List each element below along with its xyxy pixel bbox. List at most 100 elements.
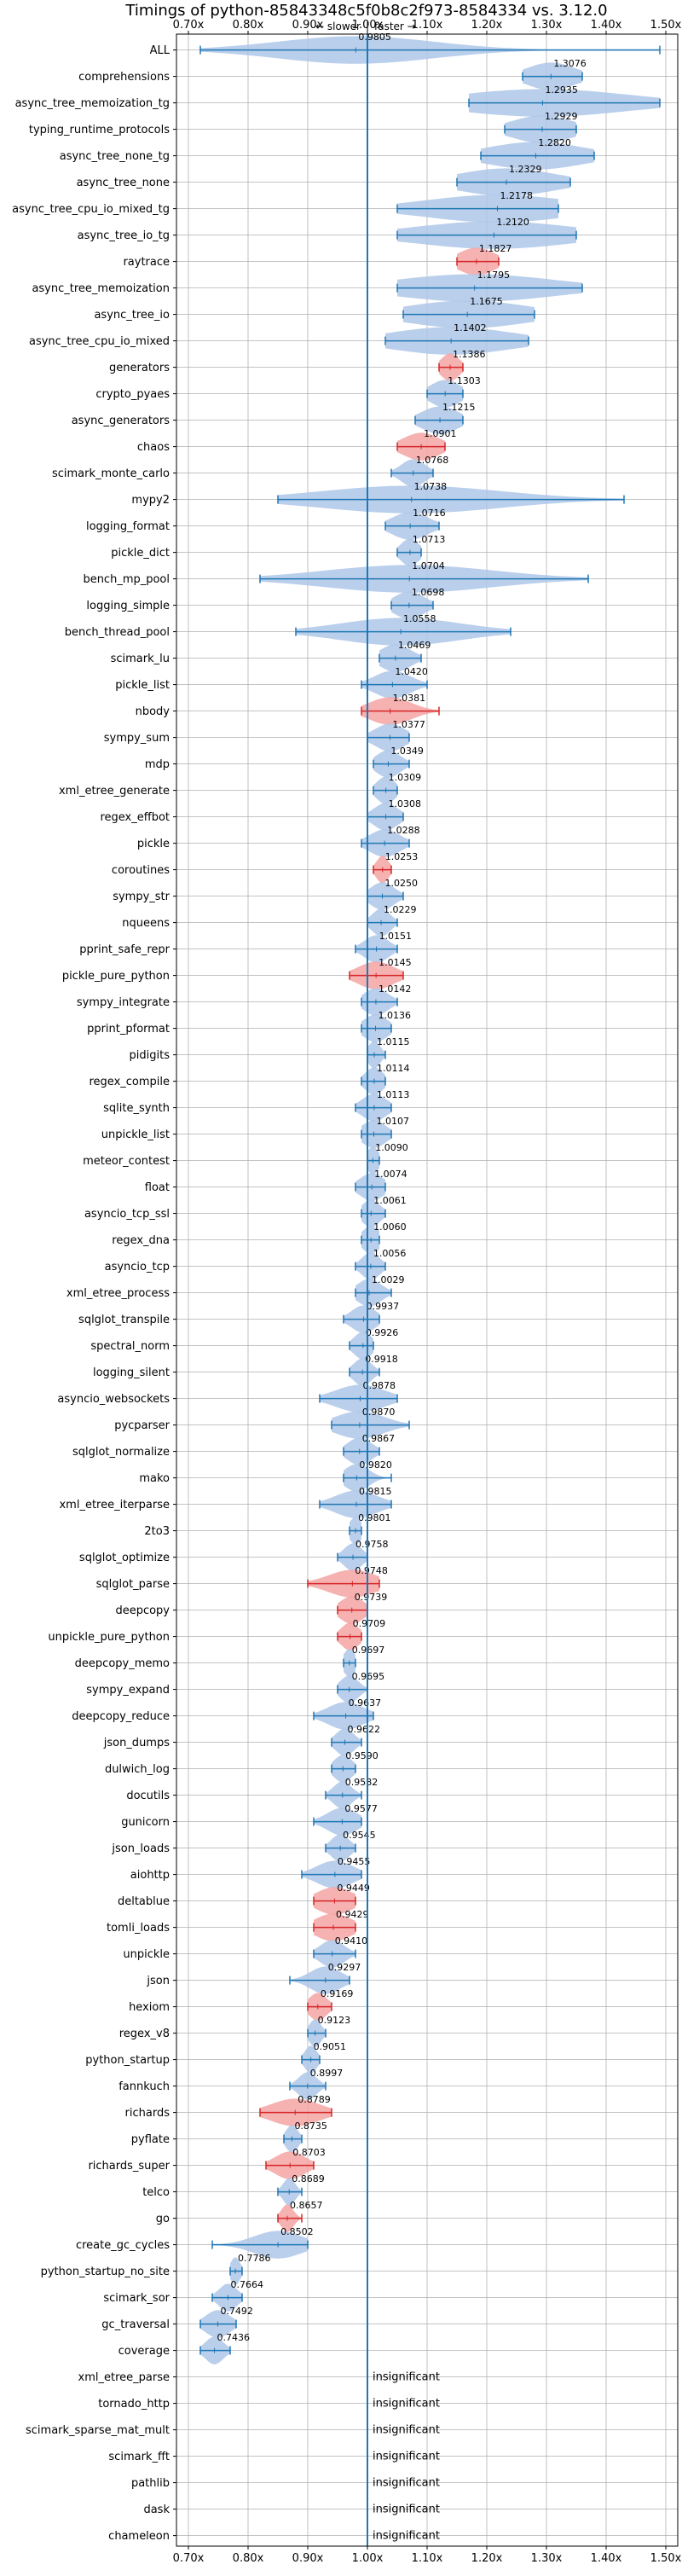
value-label-pprint_safe_repr: 1.0151 (379, 931, 413, 942)
benchmark-row-xml_etree_parse: xml_etree_parse insignificant (78, 2371, 440, 2385)
benchmark-row-asyncio_websockets: asyncio_websockets 0.9878 (57, 1380, 398, 1413)
value-label-raytrace: 1.1827 (479, 243, 512, 254)
ytick-label-scimark_sor: scimark_sor (103, 2292, 170, 2305)
value-label-pickle_list: 1.0420 (395, 666, 428, 677)
value-label-python_startup: 0.9051 (314, 2041, 347, 2052)
ytick-label-json_dumps: json_dumps (103, 1737, 170, 1749)
ytick-label-pickle_pure_python: pickle_pure_python (62, 970, 170, 983)
ytick-label-sqlglot_normalize: sqlglot_normalize (72, 1446, 170, 1459)
value-label-async_tree_none: 1.2329 (509, 164, 542, 175)
bottom-tick-label-3: 1.00x (352, 2552, 384, 2565)
benchmark-row-pickle: pickle 1.0288 (137, 825, 420, 857)
value-label-async_tree_none_tg: 1.2820 (538, 137, 571, 148)
benchmark-row-create_gc_cycles: create_gc_cycles 0.8502 (76, 2226, 314, 2259)
top-tick-label-2: 0.90x (292, 19, 324, 32)
benchmark-row-deepcopy: deepcopy 0.9739 (115, 1592, 387, 1624)
top-tick-label-8: 1.50x (650, 19, 682, 32)
top-tick-label-5: 1.20x (471, 19, 503, 32)
ytick-label-deepcopy_memo: deepcopy_memo (75, 1657, 170, 1670)
ytick-label-dulwich_log: dulwich_log (105, 1763, 170, 1776)
benchmark-rows: ALL 0.9805 comprehensions 1.3076 async_tree_… (12, 32, 661, 2546)
benchmark-row-pyflate: pyflate 0.8735 (131, 2121, 327, 2153)
benchmark-row-typing_runtime_protocols: typing_runtime_protocols 1.2929 (29, 111, 578, 143)
insignificant-label-scimark_sparse_mat_mult: insignificant (373, 2424, 440, 2437)
ytick-label-asyncio_tcp: asyncio_tcp (105, 1261, 170, 1273)
value-label-async_tree_memoization: 1.1795 (477, 270, 511, 281)
value-label-xml_etree_generate: 1.0309 (389, 772, 422, 783)
faster-label: faster → (374, 20, 416, 32)
value-label-tomli_loads: 0.9429 (336, 1909, 369, 1920)
benchmark-row-async_tree_cpu_io_mixed: async_tree_cpu_io_mixed 1.1402 (29, 322, 529, 355)
ytick-label-richards: richards (125, 2107, 170, 2120)
benchmark-row-docutils: docutils 0.9582 (126, 1777, 378, 1809)
value-label-deepcopy_reduce: 0.9637 (349, 1697, 382, 1709)
value-label-async_generators: 1.1215 (442, 402, 476, 413)
value-label-dulwich_log: 0.9590 (345, 1750, 379, 1761)
value-label-gc_traversal: 0.7492 (220, 2306, 253, 2317)
benchmark-row-async_tree_memoization: async_tree_memoization 1.1795 (32, 270, 583, 302)
ytick-label-sqlite_synth: sqlite_synth (103, 1102, 170, 1115)
value-label-richards_super: 0.8703 (292, 2147, 326, 2158)
x-axis-bottom: 0.70x 0.80x 0.90x 1.00x 1.10x 1.20x 1.30x 1.40x… (173, 2546, 682, 2565)
value-label-async_tree_io_tg: 1.2120 (496, 217, 529, 228)
benchmark-row-deepcopy_reduce: deepcopy_reduce 0.9637 (72, 1697, 381, 1730)
ytick-label-xml_etree_process: xml_etree_process (66, 1287, 170, 1300)
ytick-label-sympy_str: sympy_str (113, 891, 170, 903)
benchmark-row-chaos: chaos 1.0901 (137, 428, 457, 461)
value-label-bench_thread_pool: 1.0558 (403, 613, 436, 624)
ytick-label-pickle_list: pickle_list (115, 679, 170, 692)
benchmark-row-raytrace: raytrace 1.1827 (123, 243, 512, 276)
benchmark-row-pickle_list: pickle_list 1.0420 (115, 666, 428, 699)
ytick-label-deltablue: deltablue (118, 1895, 170, 1908)
ytick-label-sympy_sum: sympy_sum (104, 732, 170, 745)
ytick-label-asyncio_tcp_ssl: asyncio_tcp_ssl (84, 1208, 170, 1221)
value-label-unpickle_pure_python: 0.9709 (353, 1618, 386, 1629)
value-label-json: 0.9297 (328, 1962, 361, 1973)
ytick-label-bench_mp_pool: bench_mp_pool (83, 573, 170, 586)
benchmark-row-async_generators: async_generators 1.1215 (72, 402, 476, 434)
benchmark-row-unpickle: unpickle 0.9410 (123, 1935, 367, 1968)
benchmark-row-logging_format: logging_format 1.0716 (86, 508, 446, 540)
value-label-docutils: 0.9582 (345, 1777, 379, 1788)
benchmark-row-crypto_pyaes: crypto_pyaes 1.1303 (95, 375, 481, 408)
ytick-label-scimark_fft: scimark_fft (108, 2451, 170, 2463)
ytick-label-crypto_pyaes: crypto_pyaes (95, 388, 170, 401)
value-label-pidigits: 1.0115 (377, 1036, 410, 1047)
benchmark-row-regex_v8: regex_v8 0.9123 (119, 2015, 350, 2047)
ytick-label-go: go (156, 2213, 170, 2225)
value-label-sympy_str: 1.0250 (385, 878, 419, 889)
ytick-label-scimark_monte_carlo: scimark_monte_carlo (52, 467, 170, 480)
ytick-label-sympy_expand: sympy_expand (86, 1684, 170, 1697)
direction-separator: | (366, 20, 369, 32)
value-label-pickle: 1.0288 (387, 825, 420, 836)
value-label-logging_silent: 0.9918 (365, 1354, 398, 1365)
ytick-label-regex_effbot: regex_effbot (100, 811, 170, 824)
benchmark-row-scimark_sor: scimark_sor 0.7664 (103, 2279, 263, 2312)
bottom-tick-label-5: 1.20x (471, 2552, 503, 2565)
benchmark-row-fannkuch: fannkuch 0.8997 (118, 2068, 343, 2100)
ytick-label-async_tree_io_tg: async_tree_io_tg (78, 229, 170, 242)
value-label-scimark_monte_carlo: 1.0768 (416, 455, 449, 466)
benchmark-row-pprint_pformat: pprint_pformat 1.0136 (87, 1010, 411, 1042)
benchmark-row-async_tree_none_tg: async_tree_none_tg 1.2820 (60, 137, 595, 170)
ytick-label-comprehensions: comprehensions (78, 71, 170, 84)
value-label-unpickle: 0.9410 (335, 1935, 368, 1947)
benchmark-row-sqlite_synth: sqlite_synth 1.0113 (103, 1089, 409, 1122)
benchmark-row-pycparser: pycparser 0.9870 (114, 1407, 410, 1439)
bottom-tick-label-0: 0.70x (173, 2552, 205, 2565)
ytick-label-telco: telco (142, 2186, 170, 2199)
insignificant-label-xml_etree_parse: insignificant (373, 2371, 440, 2384)
benchmark-row-python_startup: python_startup 0.9051 (85, 2041, 346, 2074)
ytick-label-async_tree_cpu_io_mixed: async_tree_cpu_io_mixed (29, 335, 170, 348)
value-label-xml_etree_process: 1.0029 (372, 1274, 405, 1285)
benchmark-row-go: go 0.8657 (156, 2200, 322, 2232)
value-label-sqlglot_transpile: 0.9937 (367, 1301, 400, 1312)
ytick-label-logging_simple: logging_simple (86, 600, 170, 612)
benchmark-row-gunicorn: gunicorn 0.9577 (121, 1803, 378, 1836)
bottom-tick-label-6: 1.30x (531, 2552, 563, 2565)
ytick-label-bench_thread_pool: bench_thread_pool (65, 626, 170, 639)
ytick-label-async_tree_memoization_tg: async_tree_memoization_tg (15, 97, 170, 110)
ytick-label-sqlglot_transpile: sqlglot_transpile (78, 1314, 170, 1326)
ytick-label-deepcopy_reduce: deepcopy_reduce (72, 1710, 170, 1723)
